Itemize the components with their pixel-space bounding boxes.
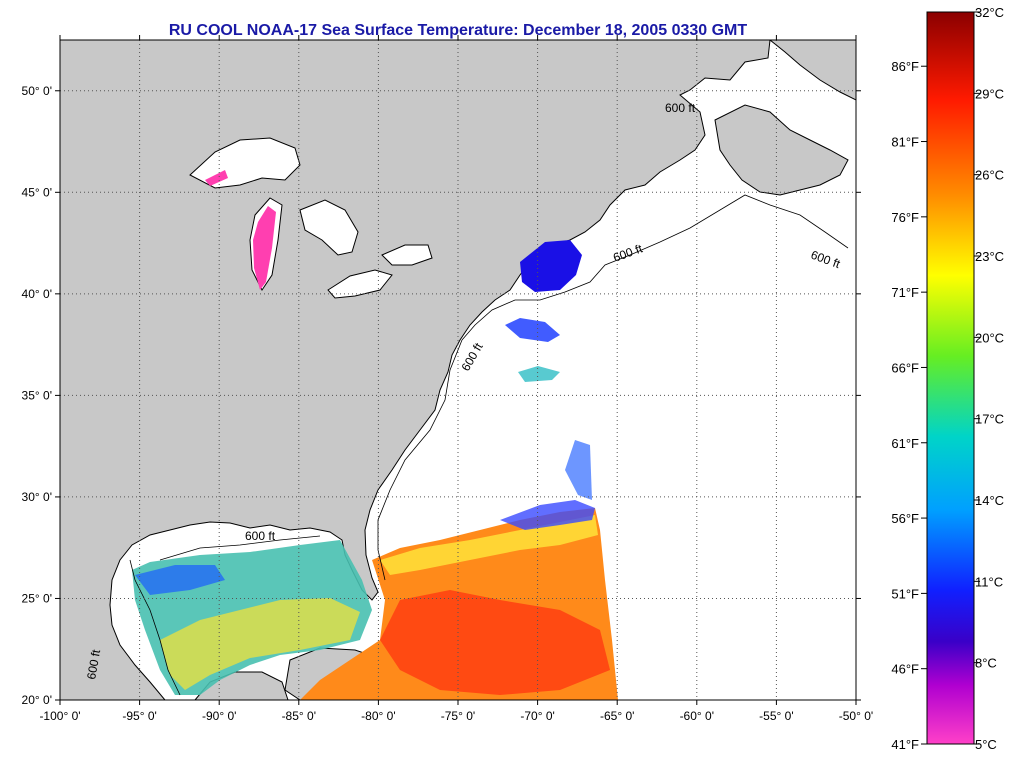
colorbar-celsius-label: 17°C: [975, 412, 1004, 427]
lon-axis: -100° 0' -95° 0' -90° 0' -85° 0' -80° 0' -75°…: [39, 35, 873, 723]
colorbar-fahrenheit-label: 71°F: [891, 285, 919, 300]
colorbar-celsius-labels: 32°C 29°C 26°C 23°C 20°C 17°C 14°C 11°C 8°C 5°C: [974, 5, 1004, 752]
lon-tick-label: -100° 0': [39, 709, 80, 723]
sst-gulf-cool: [135, 565, 225, 595]
lat-tick-label: 20° 0': [22, 693, 52, 707]
svg-text:600 ft: 600 ft: [665, 101, 696, 115]
colorbar: [926, 11, 975, 745]
lat-tick-label: 45° 0': [22, 185, 52, 199]
colorbar-fahrenheit-label: 41°F: [891, 737, 919, 752]
lat-tick-label: 35° 0': [22, 388, 52, 402]
colorbar-fahrenheit-label: 46°F: [891, 662, 919, 677]
colorbar-celsius-label: 5°C: [975, 737, 997, 752]
lat-axis: 20° 0' 25° 0' 30° 0' 35° 0' 40° 0' 45° 0' 50° …: [22, 84, 861, 707]
colorbar-celsius-label: 11°C: [975, 574, 1003, 589]
sst-atlantic-edge: [500, 500, 595, 530]
land-newfoundland: [714, 104, 849, 196]
isobath-labels: 600 ft 600 ft 600 ft 600 ft 600 ft 600 f…: [84, 101, 842, 681]
map-title: RU COOL NOAA-17 Sea Surface Temperature:…: [168, 22, 748, 39]
lat-tick-label: 40° 0': [22, 287, 52, 301]
lon-tick-label: -60° 0': [680, 709, 714, 723]
colorbar-celsius-label: 8°C: [975, 656, 997, 671]
land-north-america: [59, 39, 771, 701]
lon-tick-label: -95° 0': [122, 709, 156, 723]
sst-lake-superior: [205, 170, 228, 186]
colorbar-fahrenheit-label: 56°F: [891, 511, 919, 526]
great-lakes: [189, 137, 433, 299]
lon-tick-label: -80° 0': [361, 709, 395, 723]
colorbar-fahrenheit-label: 86°F: [891, 59, 919, 74]
svg-text:600 ft: 600 ft: [245, 529, 276, 543]
lat-lon-grid: [60, 40, 856, 700]
colorbar-fahrenheit-label: 66°F: [891, 360, 919, 375]
lon-tick-label: -65° 0': [600, 709, 634, 723]
lon-tick-label: -50° 0': [839, 709, 873, 723]
lat-tick-label: 25° 0': [22, 591, 52, 605]
colorbar-fahrenheit-label: 51°F: [891, 586, 919, 601]
colorbar-fahrenheit-label: 81°F: [891, 135, 919, 150]
lon-tick-label: -70° 0': [520, 709, 554, 723]
lon-tick-label: -55° 0': [759, 709, 793, 723]
lat-tick-label: 30° 0': [22, 490, 52, 504]
colorbar-fahrenheit-labels: 86°F 81°F 76°F 71°F 66°F 61°F 56°F 51°F 46°F 41°F: [891, 59, 927, 752]
sst-gulf-of-maine: [520, 240, 582, 292]
sst-shelf-patch: [518, 366, 560, 382]
sst-atlantic-front: [380, 515, 598, 575]
colorbar-celsius-label: 32°C: [975, 5, 1004, 20]
colorbar-celsius-label: 29°C: [975, 86, 1004, 101]
sst-lake-michigan: [253, 206, 276, 290]
colorbar-fahrenheit-label: 76°F: [891, 210, 919, 225]
colorbar-celsius-label: 14°C: [975, 493, 1004, 508]
svg-text:600 ft: 600 ft: [84, 648, 103, 681]
colorbar-celsius-label: 23°C: [975, 249, 1004, 264]
colorbar-fahrenheit-label: 61°F: [891, 436, 919, 451]
sst-swath-north-edge: [565, 440, 592, 500]
colorbar-celsius-label: 20°C: [975, 330, 1004, 345]
sst-gulf-warm: [160, 598, 360, 690]
sst-georges-bank: [505, 318, 560, 342]
colorbar-celsius-label: 26°C: [975, 168, 1004, 183]
lat-tick-label: 50° 0': [22, 84, 52, 98]
lon-tick-label: -85° 0': [282, 709, 316, 723]
lon-tick-label: -75° 0': [441, 709, 475, 723]
lon-tick-label: -90° 0': [202, 709, 236, 723]
sst-atlantic-hot: [380, 590, 610, 695]
